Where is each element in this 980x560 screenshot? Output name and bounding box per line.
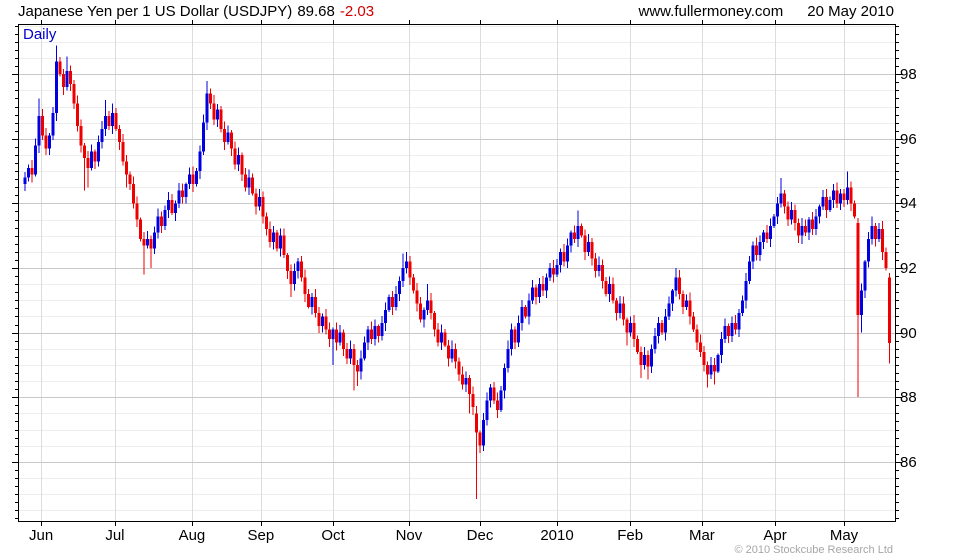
x-axis-label-sep: Sep (247, 527, 275, 544)
x-axis-label-2010: 2010 (540, 527, 574, 544)
copyright-notice: © 2010 Stockcube Research Ltd (734, 544, 893, 556)
y-axis-label-94: 94 (900, 195, 917, 213)
x-axis-label-nov: Nov (395, 527, 423, 544)
x-axis-label-dec: Dec (466, 527, 494, 544)
frequency-label: Daily (23, 26, 57, 43)
y-axis-label-88: 88 (900, 389, 917, 407)
y-axis-label-92: 92 (900, 260, 917, 277)
y-axis-label-86: 86 (900, 453, 917, 471)
x-axis-label-jul: Jul (105, 527, 125, 544)
x-axis-label-mar: Mar (688, 527, 715, 544)
y-axis-label-98: 98 (900, 66, 917, 84)
x-axis-label-apr: Apr (763, 527, 787, 544)
chart-header-right: www.fullermoney.com 20 May 2010 (639, 3, 895, 20)
instrument-title: Japanese Yen per 1 US Dollar (USDJPY) (18, 3, 293, 20)
x-axis-label-jun: Jun (29, 527, 54, 544)
website-text: www.fullermoney.com (638, 3, 784, 20)
x-axis-label-oct: Oct (321, 527, 345, 544)
last-price: 89.68 (297, 3, 335, 20)
x-axis-label-may: May (829, 527, 859, 544)
price-change: -2.03 (339, 3, 375, 20)
x-axis-label-feb: Feb (617, 527, 644, 544)
chart-date: 20 May 2010 (807, 3, 894, 20)
x-axis-label-aug: Aug (178, 527, 206, 544)
y-axis-label-96: 96 (900, 130, 917, 148)
chart-header-title: Japanese Yen per 1 US Dollar (USDJPY) 89.… (18, 3, 374, 20)
y-axis-label-90: 90 (900, 324, 917, 342)
